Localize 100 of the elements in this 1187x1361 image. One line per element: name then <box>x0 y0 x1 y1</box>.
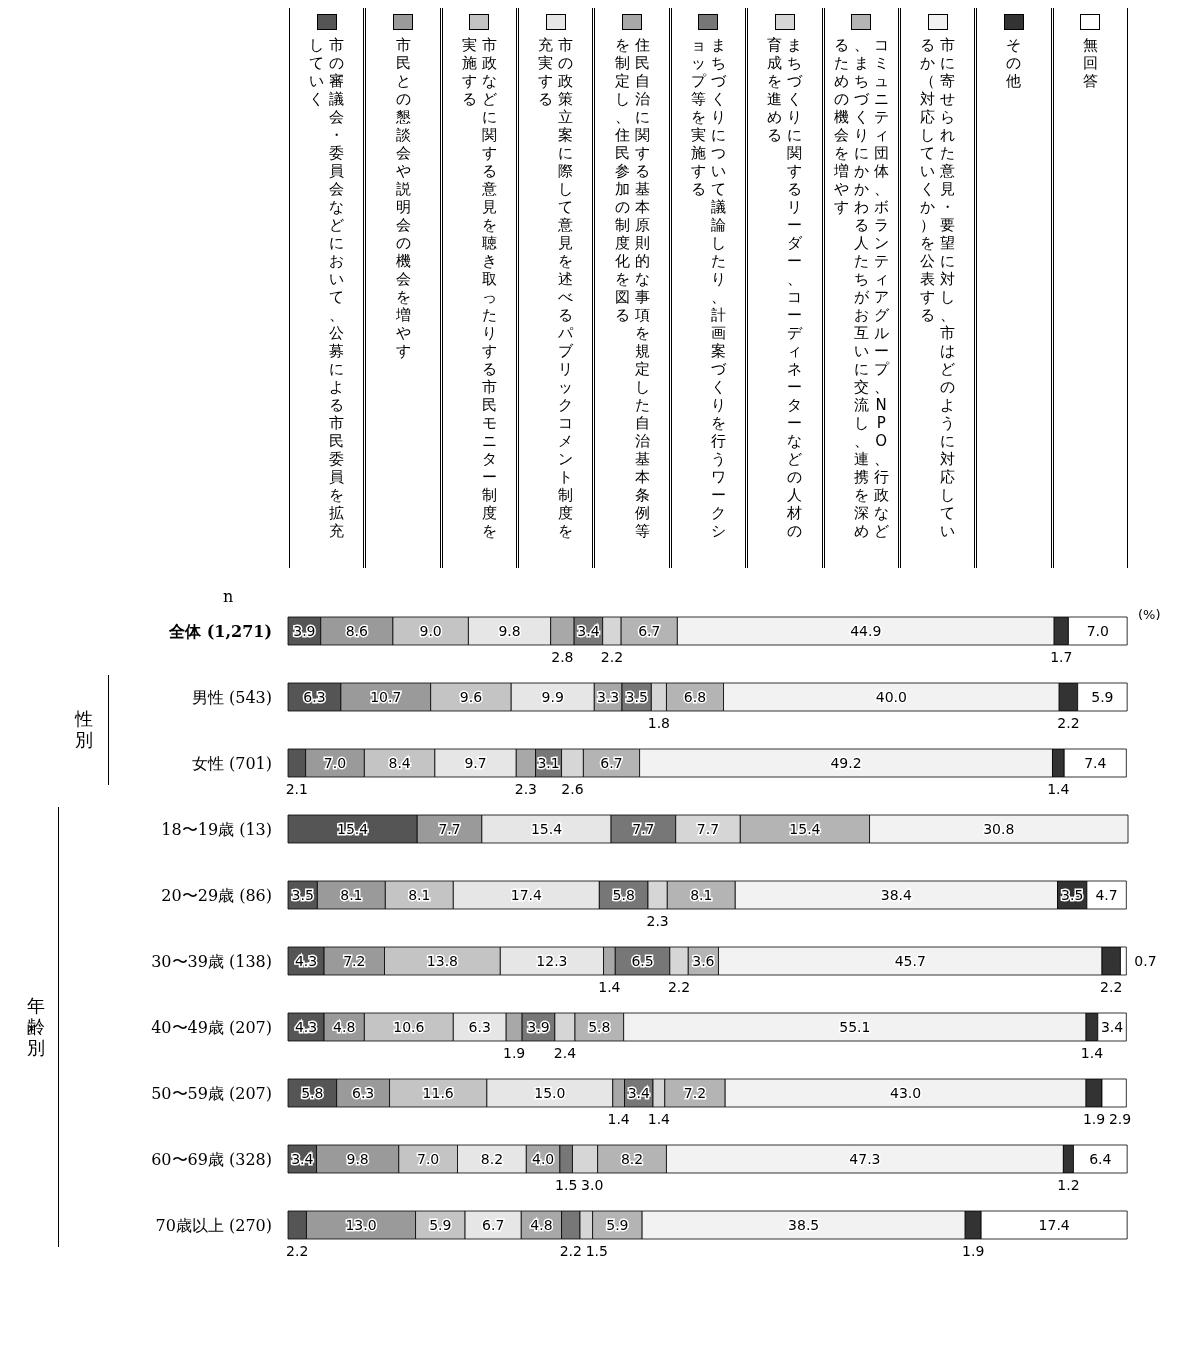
data-label: 6.5 <box>631 953 654 969</box>
data-label: 15.4 <box>530 821 563 837</box>
data-label: 13.0 <box>345 1217 377 1233</box>
data-label: 1.4 <box>1047 781 1070 797</box>
data-label: 1.7 <box>1050 649 1073 665</box>
data-label: 12.3 <box>536 953 568 969</box>
data-label: 3.0 <box>581 1177 604 1193</box>
data-label: 9.0 <box>419 623 442 639</box>
data-label: 15.4 <box>337 821 369 837</box>
text: 市の審議会・委員会などにおいて、公募による市民委員を拡充していく <box>309 36 345 540</box>
data-label: 6.3 <box>468 1019 491 1035</box>
data-label: 1.9 <box>962 1243 985 1259</box>
data-label: 4.8 <box>530 1217 553 1233</box>
data-label: 17.4 <box>510 887 542 903</box>
data-label: 1.9 <box>503 1045 526 1061</box>
data-label: 3.6 <box>692 953 715 969</box>
data-label: 9.8 <box>498 623 521 639</box>
text: 市民との懇談会や説明会の機会を増やす <box>395 36 411 360</box>
data-label: 3.1 <box>537 755 560 771</box>
data-label: 10.6 <box>393 1019 425 1035</box>
data-label: 3.4 <box>291 1151 314 1167</box>
data-label: 1.4 <box>647 1111 671 1127</box>
data-label: 1.4 <box>607 1111 630 1127</box>
data-label: 40.0 <box>875 689 907 705</box>
data-label: 4.8 <box>333 1019 356 1035</box>
data-label: 0.7 <box>1134 953 1157 969</box>
legend-label: 無回答 <box>1081 36 1099 90</box>
data-label: 9.6 <box>459 689 483 705</box>
data-label: 4.0 <box>531 1151 555 1167</box>
data-label: 3.5 <box>625 689 648 705</box>
data-label: 1.5 <box>555 1177 578 1193</box>
text: 市政などに関する意見を聴き取ったりする市民モニター制度を実施する <box>461 36 497 540</box>
y-tick-label: 20〜29歳 (86) <box>161 885 272 905</box>
legend-label: その他 <box>1005 36 1023 90</box>
data-label: 9.8 <box>346 1151 369 1167</box>
y-tick-label: 30〜39歳 (138) <box>151 951 272 971</box>
data-label: 3.4 <box>577 623 600 639</box>
data-label: 8.1 <box>690 887 713 903</box>
data-label: 47.3 <box>849 1151 881 1167</box>
text: まちづくりに関するリーダー、コーディネーターなどの人材の育成を進める <box>767 36 803 540</box>
y-tick-label: 60〜69歳 (328) <box>151 1149 272 1169</box>
data-label: 7.2 <box>343 953 366 969</box>
data-label: 5.8 <box>612 887 635 903</box>
data-label: 6.4 <box>1089 1151 1112 1167</box>
data-label: 6.8 <box>683 689 707 705</box>
data-label: 15.0 <box>534 1085 566 1101</box>
text: (%) <box>1138 607 1161 622</box>
data-label: 7.4 <box>1084 755 1107 771</box>
data-label: 9.7 <box>464 755 487 771</box>
data-label: 7.7 <box>632 821 655 837</box>
data-label: 1.4 <box>598 979 621 995</box>
data-label: 11.6 <box>422 1085 454 1101</box>
data-label: 4.3 <box>294 1019 318 1035</box>
data-label: 6.7 <box>638 623 661 639</box>
data-label: 1.8 <box>647 715 671 731</box>
data-label: 7.7 <box>696 821 720 837</box>
data-label: 3.4 <box>627 1085 650 1101</box>
data-label: 2.4 <box>553 1045 577 1061</box>
data-label: 8.1 <box>340 887 363 903</box>
data-label: 8.6 <box>345 623 369 639</box>
data-label: 5.8 <box>588 1019 611 1035</box>
data-label: 8.4 <box>388 755 411 771</box>
data-label: 1.4 <box>1080 1045 1104 1061</box>
data-label: 5.9 <box>606 1217 629 1233</box>
data-label: 7.0 <box>417 1151 440 1167</box>
data-label: 9.9 <box>541 689 564 705</box>
data-label: 10.7 <box>370 689 402 705</box>
y-tick-label: 18〜19歳 (13) <box>161 819 272 839</box>
data-label: 17.4 <box>1038 1217 1070 1233</box>
data-label: 3.9 <box>293 623 316 639</box>
text: n <box>223 587 234 606</box>
data-label: 7.2 <box>683 1085 707 1101</box>
text: 市に寄せられた意見・要望に対し、市はどのように対応しているか（対応していくか）を公表する <box>920 36 956 540</box>
data-label: 38.5 <box>788 1217 820 1233</box>
data-label: 6.3 <box>303 689 326 705</box>
data-label: 7.0 <box>1086 623 1109 639</box>
data-label: 2.3 <box>646 913 669 929</box>
data-label: 2.6 <box>561 781 584 797</box>
text: 住民自治に関する基本原則的な事項を規定した自治基本条例等を制定し、住民参加の制度化を図る <box>614 36 650 540</box>
data-label: 3.3 <box>597 689 620 705</box>
data-label: 2.2 <box>1100 979 1123 995</box>
data-label: 44.9 <box>850 623 882 639</box>
data-label: 2.2 <box>559 1243 582 1259</box>
data-label: 1.5 <box>585 1243 608 1259</box>
data-label: 2.2 <box>286 1243 309 1259</box>
y-tick-label: 40〜49歳 (207) <box>151 1017 272 1037</box>
data-label: 2.2 <box>667 979 691 995</box>
data-label: 45.7 <box>894 953 926 969</box>
data-label: 5.9 <box>1091 689 1114 705</box>
y-tick-label: 全体 (1,271) <box>168 621 272 641</box>
data-label: 2.2 <box>600 649 624 665</box>
text: まちづくりについて議論したり、計画案づくりを行うワークショップ等を実施する <box>690 36 726 540</box>
data-label: 2.1 <box>285 781 308 797</box>
y-tick-label: 女性 (701) <box>191 753 272 773</box>
data-label: 55.1 <box>839 1019 871 1035</box>
data-label: 8.2 <box>480 1151 504 1167</box>
text: コミュニティ団体、ボランティアグループ、NPO、行政など、まちづくりにかかわる人たちがお互いに交流し、連携を深めるための機会を増やす <box>833 36 889 540</box>
data-label: 2.2 <box>1057 715 1080 731</box>
data-label: 13.8 <box>426 953 458 969</box>
data-label: 3.9 <box>527 1019 550 1035</box>
